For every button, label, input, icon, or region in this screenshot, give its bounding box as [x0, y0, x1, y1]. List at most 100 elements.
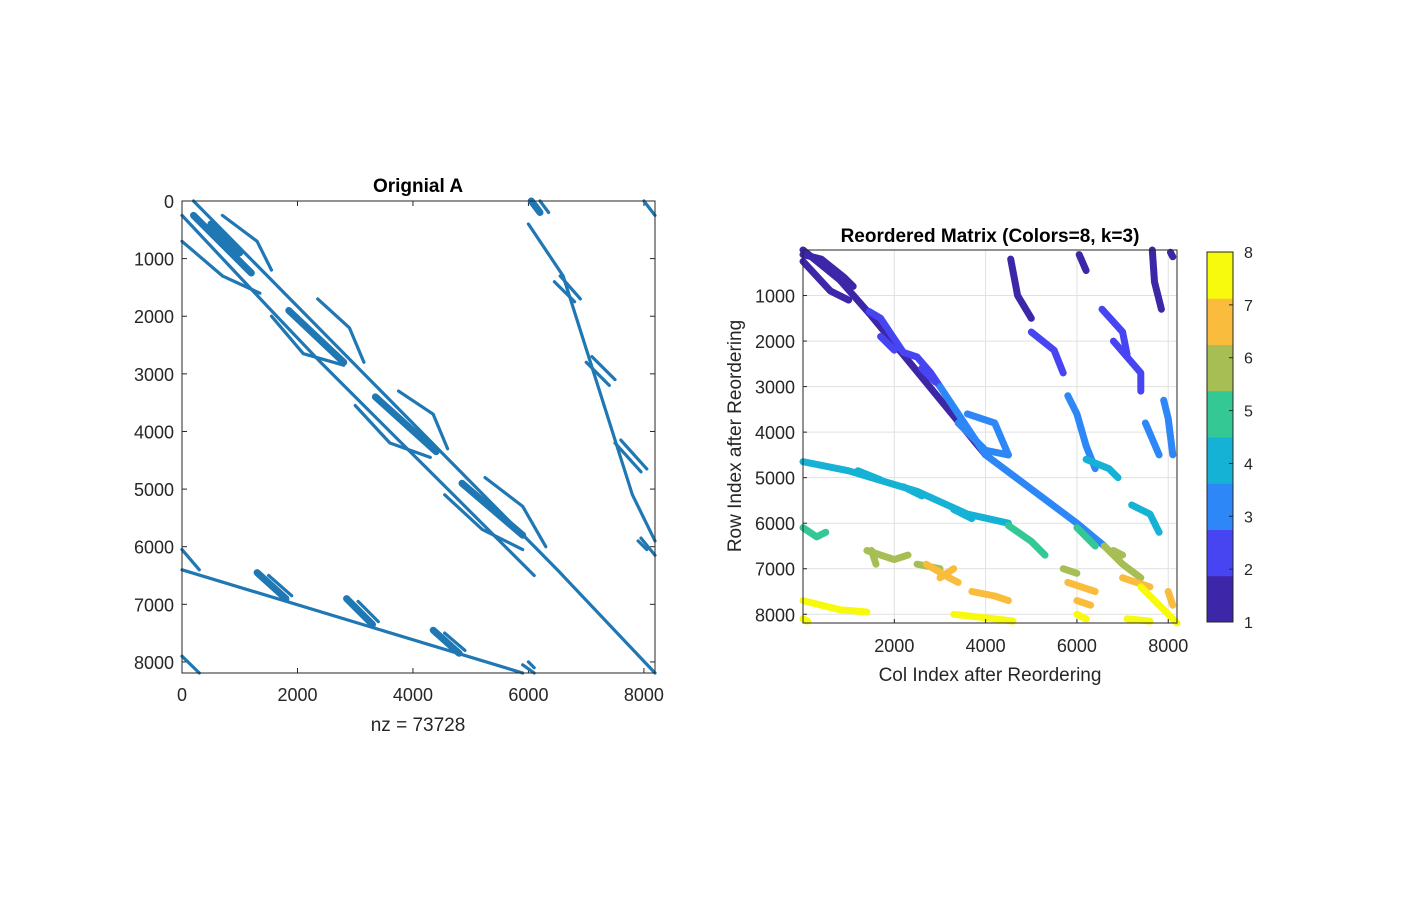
y-tick-label: 1000 [134, 250, 174, 270]
color-group-band [799, 257, 853, 304]
color-group-band [968, 588, 1012, 605]
nonzero-band [180, 547, 201, 572]
y-tick-label: 7000 [134, 595, 174, 615]
y-tick-label: 0 [164, 192, 174, 212]
color-group-band [954, 419, 1012, 459]
color-group-band [918, 364, 939, 386]
color-group-band [1073, 597, 1095, 609]
nonzero-band [639, 536, 657, 557]
x-tick-label: 2000 [874, 636, 914, 656]
color-group-band [799, 615, 812, 625]
colorbar-tick-label: 5 [1244, 404, 1253, 421]
color-group-band [1082, 455, 1122, 482]
colorbar-segment [1207, 298, 1233, 345]
chart-reordered-frame [802, 249, 1178, 624]
chart-reordered-ticks: 2000 4000 6000 8000 1000 2000 3000 4000 5000 6000… [755, 287, 1188, 656]
color-group-band [799, 524, 830, 541]
y-tick-label: 6000 [755, 514, 795, 534]
color-group-band [799, 251, 857, 290]
color-group-band [936, 565, 958, 582]
color-group-band [1167, 248, 1177, 261]
chart-reordered-data [799, 246, 1181, 627]
color-group-band [799, 597, 871, 616]
color-group-band [868, 547, 880, 568]
color-group-band [1027, 328, 1067, 377]
color-group-band [1160, 396, 1177, 459]
color-group-band [899, 483, 926, 500]
color-group-band [1007, 255, 1035, 322]
colorbar-tick-label: 3 [1244, 509, 1253, 526]
nonzero-band [269, 314, 346, 367]
chart-reordered-title: Reordered Matrix (Colors=8, k=3) [841, 226, 1140, 247]
y-tick-label: 5000 [134, 480, 174, 500]
nonzero-band [636, 539, 649, 552]
y-tick-label: 8000 [134, 653, 174, 673]
y-tick-label: 8000 [755, 605, 795, 625]
nonzero-band [443, 631, 467, 653]
chart-original-data [180, 197, 657, 675]
colorbar-tick-label: 6 [1244, 351, 1253, 368]
nonzero-band [180, 654, 201, 675]
color-group-band [950, 610, 1017, 625]
y-tick-label: 3000 [134, 365, 174, 385]
colorbar-segment [1207, 252, 1233, 299]
color-group-band [1064, 392, 1099, 473]
nonzero-band [526, 660, 536, 670]
color-group-band [1059, 565, 1081, 577]
chart-original-ticks: 0 2000 4000 6000 800001000200030004000500060… [134, 192, 664, 705]
color-group-band [1141, 419, 1163, 459]
nonzero-band [538, 199, 551, 215]
colorbar-tick-label: 7 [1244, 298, 1253, 315]
x-tick-label: 0 [177, 685, 187, 705]
nonzero-band [396, 389, 450, 451]
x-tick-label: 4000 [966, 636, 1006, 656]
nonzero-band [191, 199, 657, 675]
y-tick-label: 1000 [755, 287, 795, 307]
color-group-band [950, 506, 976, 523]
nonzero-band [642, 199, 657, 217]
nonzero-band [619, 438, 649, 471]
nonzero-band [526, 222, 657, 543]
color-group-band [1137, 583, 1181, 627]
x-tick-label: 4000 [393, 685, 433, 705]
nonzero-band [527, 197, 544, 216]
nonzero-band [207, 220, 244, 257]
nonzero-band [613, 441, 643, 474]
nonzero-band [552, 280, 577, 304]
colorbar: 1 2 3 4 5 6 7 8 [1206, 245, 1253, 632]
color-group-band [877, 333, 898, 354]
color-group-band [1148, 246, 1165, 313]
chart-reordered-xlabel: Col Index after Reordering [879, 665, 1102, 686]
color-group-band [922, 560, 962, 586]
colorbar-tick-label: 2 [1244, 562, 1253, 579]
colorbar-segment [1207, 575, 1233, 623]
nonzero-band [220, 213, 274, 272]
y-tick-label: 5000 [755, 469, 795, 489]
nonzero-band [590, 355, 617, 382]
colorbar-tick-label: 8 [1244, 245, 1253, 262]
nonzero-band [353, 403, 432, 459]
color-group-band [1109, 547, 1127, 559]
color-group-band [799, 458, 1012, 527]
nonzero-band [356, 599, 380, 624]
x-tick-label: 6000 [508, 685, 548, 705]
color-group-band [1004, 522, 1049, 559]
y-tick-label: 3000 [755, 378, 795, 398]
color-group-band [799, 246, 990, 459]
y-tick-label: 2000 [755, 332, 795, 352]
color-group-band [1119, 574, 1154, 591]
chart-reordered-ylabel: Row Index after Reordering [725, 320, 746, 552]
nonzero-band [429, 626, 463, 657]
colorbar-segment [1207, 437, 1233, 484]
color-group-band [1128, 501, 1163, 536]
color-group-band [1064, 578, 1099, 595]
y-tick-label: 6000 [134, 538, 174, 558]
nonzero-band [180, 239, 262, 295]
chart-reordered: Reordered Matrix (Colors=8, k=3) 2000 400… [725, 226, 1253, 686]
y-tick-label: 4000 [755, 423, 795, 443]
color-group-band [1123, 615, 1154, 625]
nonzero-band [285, 307, 348, 366]
y-tick-label: 7000 [755, 560, 795, 580]
color-group-band [936, 383, 1108, 550]
